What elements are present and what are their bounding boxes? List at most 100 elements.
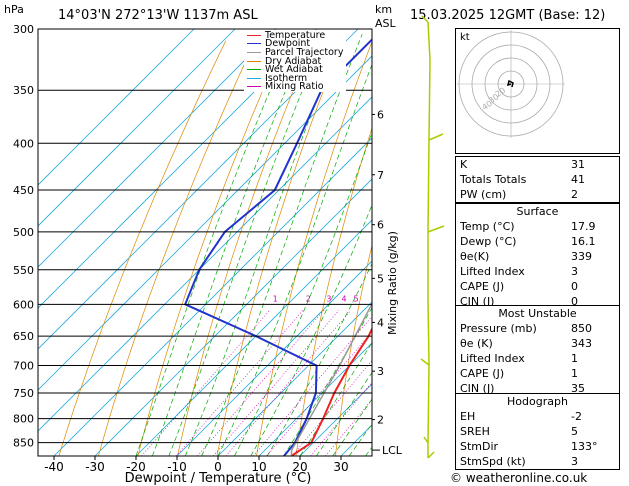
isotherm-line [38, 29, 277, 268]
index-value: 41 [571, 173, 585, 186]
index-label: K [460, 158, 468, 171]
dry-adiabat-line [295, 126, 372, 456]
row-value: 0 [571, 280, 578, 293]
row-value: 3 [571, 265, 578, 278]
pressure-tick-label: 650 [13, 330, 34, 343]
index-value: 2 [571, 188, 578, 201]
mixing-ratio-line [197, 309, 325, 456]
mixing-ratio-axis-label: Mixing Ratio (g/kg) [386, 231, 399, 335]
legend-entry: Isotherm [247, 74, 343, 83]
mixing-ratio-tick-label: 4 [341, 294, 346, 303]
km-tick-label: 2 [377, 414, 384, 427]
pressure-tick-label: 300 [13, 23, 34, 36]
isotherm-line [38, 55, 372, 391]
km-tick-label: 6 [377, 219, 384, 232]
mixing-ratio-tick-label: 20 [432, 294, 442, 303]
legend-label: Temperature [265, 29, 326, 41]
surface-row: CAPE (J) 0 [456, 279, 619, 294]
legend-entry: Wet Adiabat [247, 65, 343, 74]
isotherm-line [53, 137, 372, 456]
wind-barb [427, 225, 445, 233]
x-axis-label: Dewpoint / Temperature (°C) [125, 471, 312, 486]
mixing-ratio-tick-label: 5 [353, 294, 358, 303]
row-value: 35 [571, 382, 585, 395]
hodograph-table: Hodograph EH -2 SREH 5 StmDir 133° StmSpd (… [455, 393, 620, 470]
isotherm-line [38, 29, 318, 309]
legend-label: Dry Adiabat [265, 55, 322, 67]
lcl-label: LCL [382, 444, 403, 457]
surface-row: θe(K) 339 [456, 249, 619, 264]
mixing-ratio-line [175, 309, 304, 456]
hodograph-table-title: Hodograph [507, 395, 568, 408]
wet-adiabat-line [250, 204, 372, 456]
legend-label: Dewpoint [265, 38, 311, 50]
mixing-ratio-tick-label: 8 [380, 294, 385, 303]
row-label: Lifted Index [460, 265, 525, 278]
legend-swatch [247, 86, 261, 88]
row-value: 1 [571, 352, 578, 365]
hodo-row: SREH 5 [456, 424, 619, 439]
pressure-tick-label: 700 [13, 360, 34, 373]
wind-barb [423, 436, 429, 444]
surface-table: Surface Temp (°C) 17.9 Dewp (°C) 16.1 θe(K… [455, 203, 620, 310]
km-tick-label: 4 [377, 316, 384, 329]
legend-label: Mixing Ratio [265, 81, 324, 93]
legend-label: Parcel Trajectory [265, 46, 344, 58]
isotherm-line [176, 260, 372, 456]
row-value: 17.9 [571, 220, 596, 233]
row-value: 850 [571, 322, 592, 335]
legend: Temperature Dewpoint Parcel Trajectory Dry … [244, 30, 347, 93]
x-tick-label: 20 [292, 460, 307, 474]
row-label: θe (K) [460, 337, 493, 350]
surface-row: Lifted Index 3 [456, 264, 619, 279]
dry-adiabat-line [177, 40, 315, 456]
isotherm-line [38, 29, 195, 186]
mixing-ratio-tick-label: 1 [273, 294, 278, 303]
pressure-tick-label: 550 [13, 264, 34, 277]
mixing-ratio-tick-label: 3 [326, 294, 331, 303]
mixing-ratio-line [141, 309, 271, 456]
row-value: 1 [571, 367, 578, 380]
legend-swatch [247, 60, 261, 62]
km-tick-label: 5 [377, 272, 384, 285]
hodo-row: StmDir 133° [456, 439, 619, 454]
km-tick-label: 6 [377, 108, 384, 121]
pressure-tick-label: 350 [13, 84, 34, 97]
legend-label: Wet Adiabat [265, 64, 323, 76]
wet-adiabat-line [184, 34, 344, 456]
wet-adiabat-line [201, 34, 363, 456]
legend-swatch [247, 34, 261, 36]
mixing-ratio-tick-label: 15 [414, 294, 424, 303]
asl-unit-label: ASL [375, 17, 396, 30]
row-label: CIN (J) [460, 295, 495, 308]
isotherm-line [299, 383, 372, 456]
x-tick-label: -10 [167, 460, 187, 474]
legend-entry: Dry Adiabat [247, 55, 343, 67]
x-tick-label: 30 [333, 460, 348, 474]
most-unstable-table: Most Unstable Pressure (mb) 850 θe (K) 343… [455, 305, 620, 397]
skewt-series [183, 38, 372, 456]
row-label: CAPE (J) [460, 280, 505, 293]
index-value: 31 [571, 158, 585, 171]
row-label: θe(K) [460, 250, 490, 263]
wind-barb [427, 451, 435, 459]
row-label: StmDir [460, 440, 499, 453]
row-label: CAPE (J) [460, 367, 505, 380]
hodo-row: StmSpd (kt) 3 [456, 454, 619, 469]
mixing-ratio-line [325, 398, 372, 456]
legend-swatch [247, 43, 261, 45]
legend-entry: Temperature [247, 31, 343, 40]
mixing-ratio-line [291, 360, 372, 456]
indices-table: K 31 Totals Totals 41 PW (cm) 2 [455, 156, 620, 203]
surface-title: Surface [516, 205, 559, 218]
mixing-ratio-line [252, 315, 372, 456]
mu-row: Lifted Index 1 [456, 351, 619, 366]
hodograph-frame [455, 28, 620, 154]
isotherm-line [38, 29, 359, 350]
index-row-k: K 31 [456, 157, 619, 172]
x-tick-label: 0 [214, 460, 222, 474]
pressure-tick-label: 800 [13, 413, 34, 426]
km-tick-label: 3 [377, 365, 384, 378]
wind-profile [420, 15, 445, 459]
index-label: PW (cm) [460, 188, 507, 201]
